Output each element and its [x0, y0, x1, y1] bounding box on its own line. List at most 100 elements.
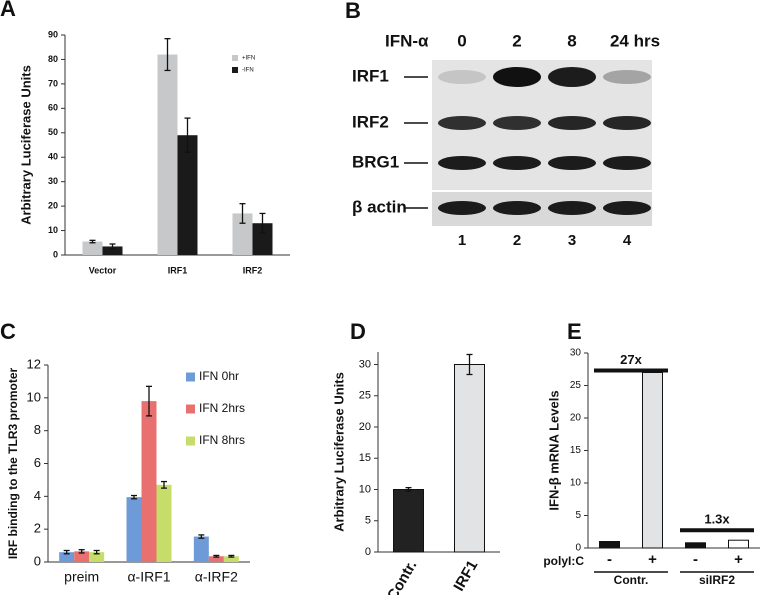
x-tick-label: +	[734, 551, 743, 568]
x-tick-label: α-IRF2	[195, 569, 238, 585]
y-tick-label: 8	[34, 422, 41, 437]
band	[493, 116, 541, 130]
row-label: β actin	[352, 197, 407, 216]
y-tick-label: 10	[27, 389, 41, 404]
band	[603, 201, 651, 215]
error-bar	[109, 243, 116, 250]
legend-swatch	[186, 436, 195, 446]
bar	[157, 54, 178, 255]
row-label: IRF2	[352, 112, 389, 131]
panel-label: C	[0, 319, 16, 344]
y-axis-label: Arbitrary Luciferase Units	[331, 372, 346, 532]
bar	[599, 541, 620, 549]
y-tick-label: 6	[34, 455, 41, 470]
error-bar	[184, 117, 191, 153]
error-bar	[93, 549, 100, 555]
y-tick-label: 15	[359, 452, 371, 464]
error-bar	[228, 554, 235, 558]
y-tick-label: 20	[570, 413, 582, 424]
x-tick-label: α-IRF1	[127, 569, 170, 585]
legend-label: -IFN	[242, 68, 254, 74]
bar	[193, 536, 209, 562]
band	[438, 70, 486, 84]
bar	[102, 246, 123, 255]
annotation: 1.3x	[704, 512, 730, 527]
y-axis-label: IFN-β mRNA Levels	[546, 390, 561, 510]
error-bar	[259, 212, 266, 234]
x-tick-label: Vector	[89, 265, 117, 275]
bar	[642, 372, 663, 549]
error-bar	[63, 549, 70, 555]
x-tick-label: preim	[64, 569, 99, 585]
y-axis-label: Arbitrary Luciferase Units	[18, 65, 33, 225]
band	[603, 156, 651, 170]
bar	[393, 489, 424, 553]
y-tick-label: 80	[48, 54, 58, 64]
error-bar	[239, 203, 246, 224]
x-tick-label: IRF1	[168, 265, 188, 275]
y-tick-label: 0	[575, 543, 581, 554]
bar	[454, 364, 485, 553]
panel-label: E	[567, 319, 582, 344]
error-bar	[466, 353, 473, 376]
x-tick-label: IRF2	[243, 265, 263, 275]
treatment-label: IFN-α	[385, 31, 429, 50]
y-tick-label: 40	[48, 152, 58, 162]
legend-label: IFN 2hrs	[199, 401, 245, 415]
band	[548, 116, 596, 130]
bar	[82, 241, 103, 255]
legend-swatch	[186, 372, 195, 382]
y-tick-label: 0	[53, 249, 58, 259]
panel-label: D	[350, 319, 366, 344]
y-tick-label: 5	[575, 510, 581, 521]
band	[493, 67, 541, 87]
panel-label: A	[0, 0, 16, 21]
y-tick-label: 10	[48, 225, 58, 235]
legend-label: IFN 8hrs	[199, 433, 245, 447]
error-bar	[146, 385, 152, 417]
lane-label: 4	[623, 232, 632, 249]
band	[438, 156, 486, 170]
y-tick-label: 30	[48, 176, 58, 186]
y-tick-label: 20	[359, 421, 371, 433]
error-bar	[89, 239, 96, 244]
bar	[59, 552, 75, 562]
x-tick-label: -	[607, 551, 612, 568]
y-tick-label: 25	[570, 380, 582, 391]
bar	[232, 213, 253, 255]
band	[493, 201, 541, 215]
annotation: 27x	[620, 352, 642, 367]
timepoint-label: 0	[457, 31, 466, 50]
bar	[728, 539, 749, 549]
x-tick-label: -	[693, 551, 698, 568]
band	[548, 156, 596, 170]
x-tick-label: Contr.	[384, 557, 420, 595]
row-label: BRG1	[352, 152, 399, 171]
y-axis-label: IRF binding to the TLR3 promoter	[6, 368, 20, 560]
x-tick-label: +	[648, 551, 657, 568]
y-tick-label: 0	[34, 553, 41, 568]
bar	[156, 484, 172, 562]
y-tick-label: 5	[365, 515, 371, 527]
bar	[141, 401, 157, 562]
bar	[89, 552, 105, 562]
group-label: Contr.	[614, 573, 649, 587]
error-bar	[161, 480, 167, 489]
band	[438, 116, 486, 130]
x-tick-label: IRF1	[450, 557, 481, 594]
band	[438, 201, 486, 215]
y-tick-label: 25	[359, 390, 371, 402]
row-label: IRF1	[352, 66, 389, 85]
timepoint-label: 2	[512, 31, 521, 50]
group-label: siIRF2	[699, 573, 735, 587]
bar	[177, 135, 198, 255]
bar	[208, 556, 224, 562]
bar	[74, 551, 90, 562]
legend-swatch	[232, 55, 238, 61]
x-axis-label: polyI:C	[543, 554, 584, 568]
timepoint-label: 8	[567, 31, 576, 50]
legend-label: IFN 0hr	[199, 369, 239, 383]
lane-label: 3	[568, 232, 576, 249]
error-bar	[131, 494, 137, 500]
